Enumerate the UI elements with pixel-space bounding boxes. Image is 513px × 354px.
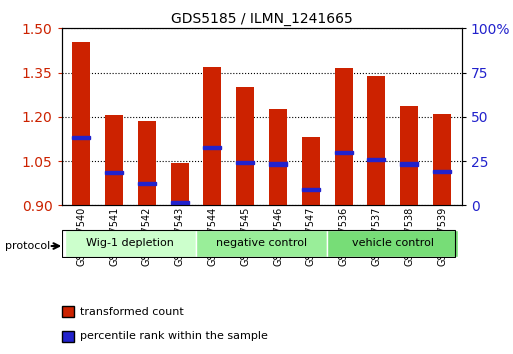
Bar [334,68,352,205]
Text: percentile rank within the sample: percentile rank within the sample [80,331,267,341]
Bar [367,75,385,205]
Bar [171,201,189,204]
FancyBboxPatch shape [196,230,327,257]
FancyBboxPatch shape [327,230,459,257]
Bar [334,150,352,154]
FancyBboxPatch shape [65,230,196,257]
Bar [433,170,451,173]
Text: vehicle control: vehicle control [352,238,434,249]
Bar [138,121,156,205]
Text: negative control: negative control [216,238,307,249]
Bar [204,67,222,205]
Title: GDS5185 / ILMN_1241665: GDS5185 / ILMN_1241665 [171,12,352,26]
Bar [72,41,90,205]
Text: transformed count: transformed count [80,307,183,316]
Bar [302,137,320,205]
Text: Wig-1 depletion: Wig-1 depletion [87,238,174,249]
Text: protocol: protocol [5,241,50,251]
Bar [204,146,222,149]
Bar [269,109,287,205]
Bar [236,161,254,164]
Bar [236,87,254,205]
Bar [433,114,451,205]
Bar [105,115,123,205]
Bar [367,158,385,161]
Bar [72,136,90,139]
Bar [138,182,156,185]
Bar [171,162,189,205]
Bar [400,107,418,205]
Bar [269,162,287,166]
Bar [105,171,123,175]
Bar [400,162,418,166]
Bar [302,188,320,191]
